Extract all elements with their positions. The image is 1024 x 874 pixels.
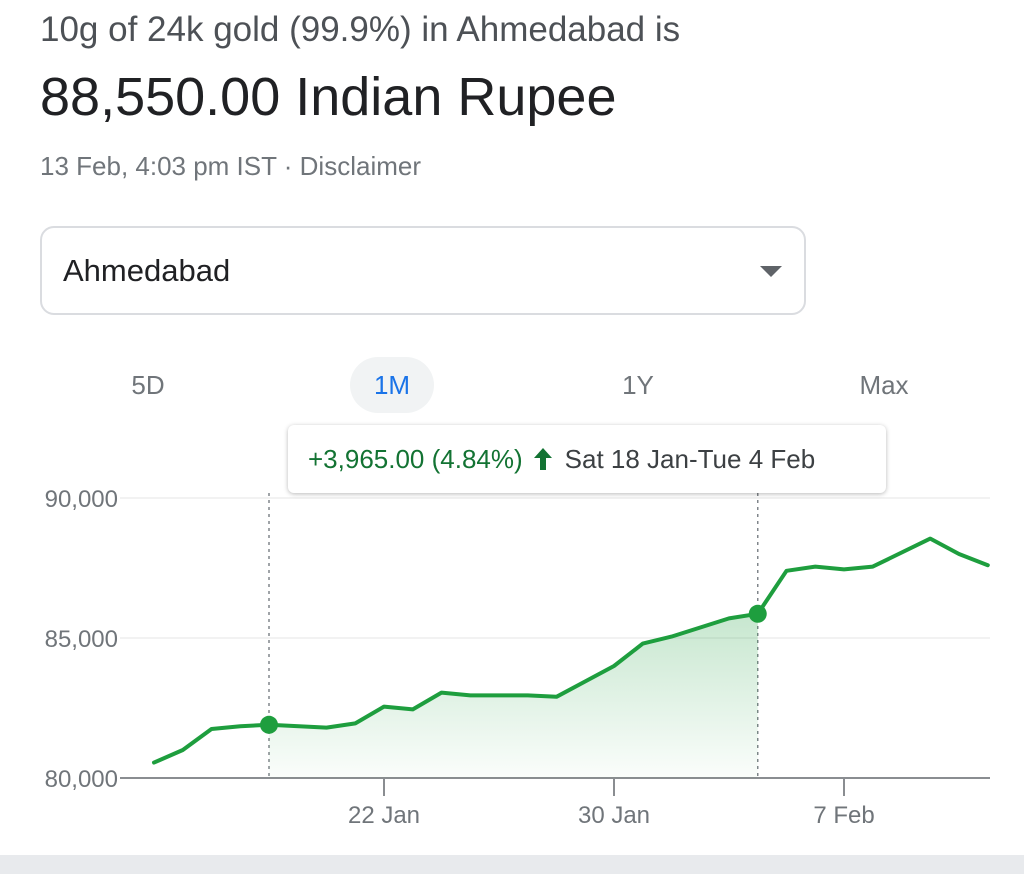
range-5d[interactable]: 5D xyxy=(131,369,165,400)
date-range: Sat 18 Jan-Tue 4 Feb xyxy=(564,443,816,474)
selection-end-point[interactable] xyxy=(748,604,767,623)
city-dropdown-value: Ahmedabad xyxy=(63,253,231,288)
separator: · xyxy=(276,151,300,181)
range-max[interactable]: Max xyxy=(859,369,909,400)
timestamp-line: 13 Feb, 4:03 pm IST · Disclaimer xyxy=(40,151,421,182)
city-dropdown[interactable]: Ahmedabad xyxy=(40,226,806,315)
arrow-up-icon xyxy=(533,447,553,471)
change-value: +3,965.00 (4.84%) xyxy=(308,443,523,474)
current-price: 88,550.00 Indian Rupee xyxy=(40,67,617,127)
y-tick-label: 85,000 xyxy=(45,626,118,653)
range-1m[interactable]: 1M xyxy=(350,357,434,413)
chevron-down-icon xyxy=(760,266,782,277)
selection-start-point[interactable] xyxy=(260,715,278,734)
range-1y[interactable]: 1Y xyxy=(622,369,654,400)
x-tick-label: 22 Jan xyxy=(348,802,420,829)
headline: 10g of 24k gold (99.9%) in Ahmedabad is xyxy=(40,10,681,49)
x-tick-label: 30 Jan xyxy=(578,802,650,829)
x-tick-label: 7 Feb xyxy=(813,802,874,829)
bottom-bar xyxy=(0,855,1024,874)
timestamp: 13 Feb, 4:03 pm IST xyxy=(40,151,277,181)
series-line xyxy=(152,536,990,765)
y-tick-label: 80,000 xyxy=(45,766,118,793)
selection-tooltip: +3,965.00 (4.84%) Sat 18 Jan-Tue 4 Feb xyxy=(288,425,886,493)
disclaimer-link[interactable]: Disclaimer xyxy=(299,151,421,181)
y-tick-label: 90,000 xyxy=(45,486,118,513)
